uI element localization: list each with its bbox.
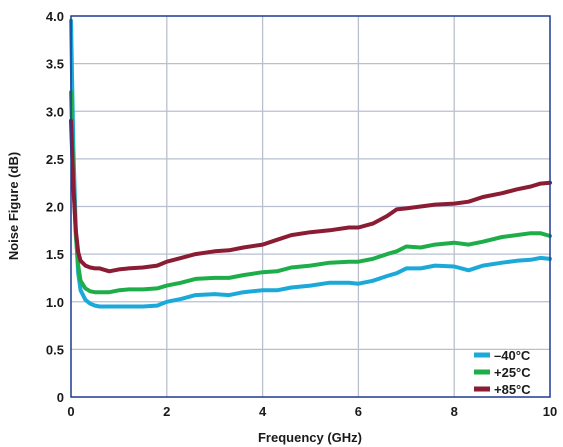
x-tick-label: 6 <box>355 404 362 419</box>
plot-frame <box>70 15 551 398</box>
x-tick-label: 2 <box>163 404 170 419</box>
series-line-2 <box>69 118 552 274</box>
legend-label-2: +85°C <box>494 382 531 397</box>
y-tick-label: 1.0 <box>46 295 64 310</box>
series-lines <box>69 18 552 309</box>
y-axis-title: Noise Figure (dB) <box>6 152 21 260</box>
series-line-1 <box>69 90 552 295</box>
series-line-0 <box>69 18 552 309</box>
y-tick-label: 3.5 <box>46 57 64 72</box>
y-tick-label: 0.5 <box>46 342 64 357</box>
y-tick-label: 3.0 <box>46 104 64 119</box>
legend: –40°C +25°C +85°C <box>474 348 531 397</box>
x-tick-label: 0 <box>67 404 74 419</box>
y-tick-label: 0 <box>57 390 64 405</box>
legend-label-1: +25°C <box>494 365 531 380</box>
grid <box>71 16 550 397</box>
y-tick-label: 2.5 <box>46 152 64 167</box>
y-tick-label: 2.0 <box>46 200 64 215</box>
x-tick-labels: 0 2 4 6 8 10 <box>67 404 557 419</box>
x-tick-label: 10 <box>543 404 557 419</box>
legend-label-0: –40°C <box>494 348 531 363</box>
x-axis-title: Frequency (GHz) <box>258 430 362 445</box>
y-tick-labels: 0 0.5 1.0 1.5 2.0 2.5 3.0 3.5 4.0 <box>46 9 64 405</box>
x-tick-label: 8 <box>451 404 458 419</box>
y-tick-label: 4.0 <box>46 9 64 24</box>
x-tick-label: 4 <box>259 404 267 419</box>
y-tick-label: 1.5 <box>46 247 64 262</box>
